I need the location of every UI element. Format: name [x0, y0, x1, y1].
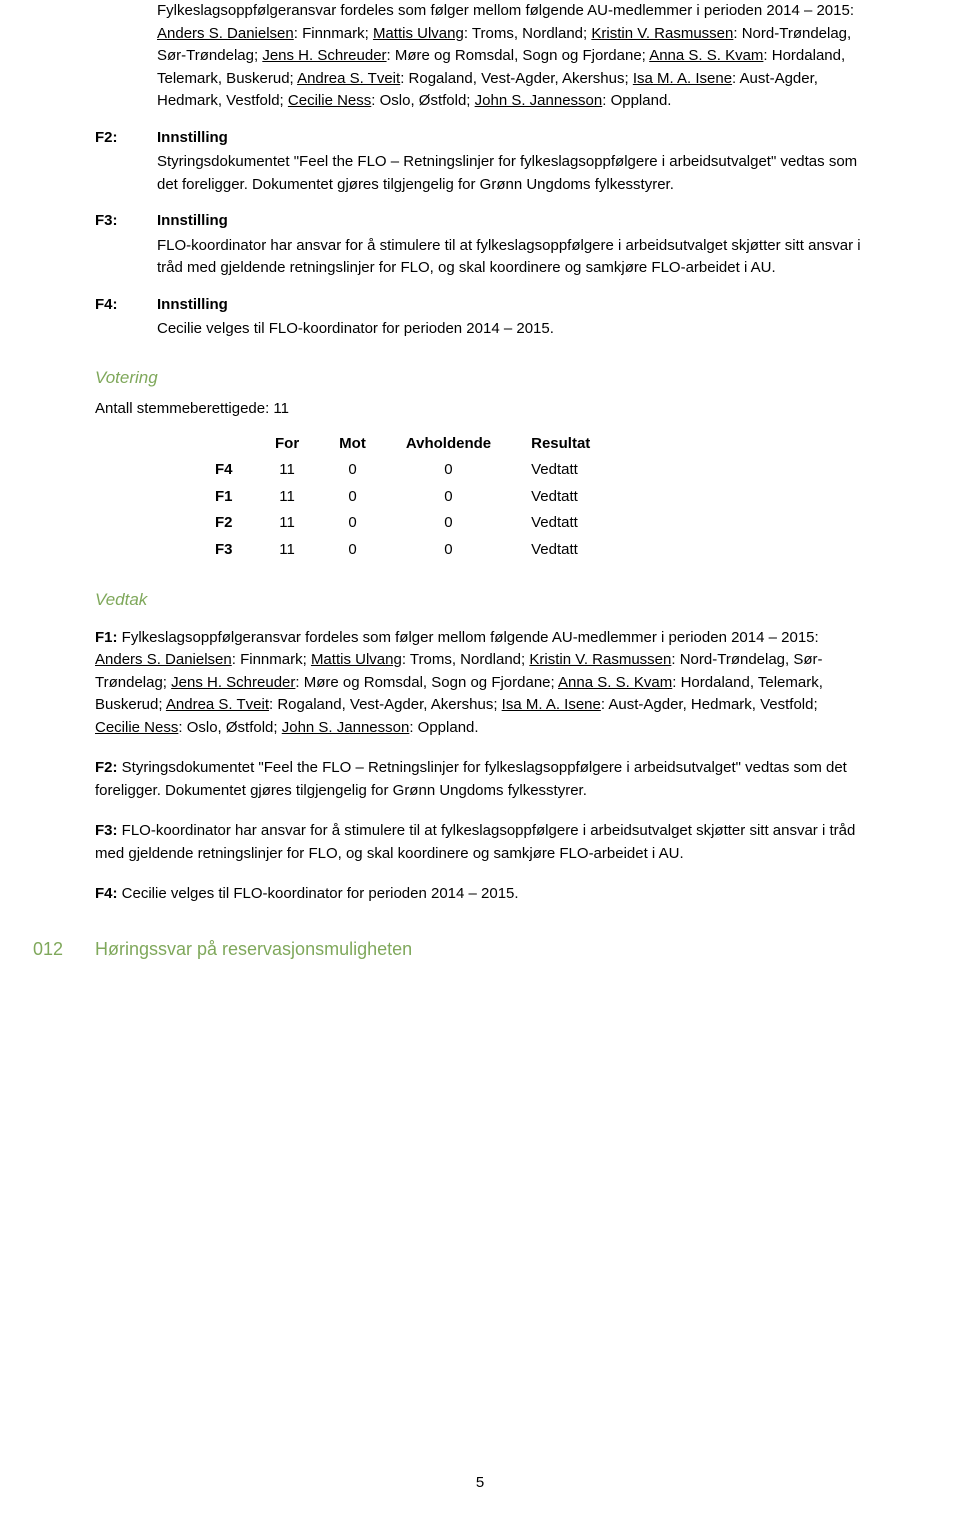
cell-for: 11	[255, 537, 319, 564]
person-area: : Oslo, Østfold;	[178, 719, 281, 736]
person-name: Cecilie Ness	[288, 92, 371, 109]
vedtak-f3: F3: FLO-koordinator har ansvar for å sti…	[95, 820, 865, 865]
f2-label: Innstilling	[157, 127, 228, 150]
person-name: Anders S. Danielsen	[157, 25, 294, 42]
f4-label: Innstilling	[157, 294, 228, 317]
f2-row: F2: Innstilling	[95, 127, 865, 150]
intro-paragraph: Fylkeslagsoppfølgeransvar fordeles som f…	[157, 0, 865, 113]
case-number: 012	[33, 936, 95, 963]
f2-text: Styringsdokumentet "Feel the FLO – Retni…	[157, 151, 865, 196]
vedtak-f2: F2: Styringsdokumentet "Feel the FLO – R…	[95, 757, 865, 802]
person-name: Isa M. A. Isene	[502, 696, 601, 713]
col-res: Resultat	[511, 431, 610, 458]
f3-key: F3:	[95, 210, 157, 233]
cell-mot: 0	[319, 484, 386, 511]
vedtak-f3-prefix: F3:	[95, 822, 122, 839]
f4-key: F4:	[95, 294, 157, 317]
person-area: : Troms, Nordland;	[402, 651, 530, 668]
f2-key: F2:	[95, 127, 157, 150]
case-row: 012 Høringssvar på reservasjonsmulighete…	[95, 936, 865, 963]
person-area: : Oslo, Østfold;	[371, 92, 474, 109]
row-label: F1	[215, 484, 255, 511]
person-area: : Møre og Romsdal, Sogn og Fjordane;	[387, 47, 650, 64]
cell-for: 11	[255, 510, 319, 537]
vedtak-f4-text: Cecilie velges til FLO-koordinator for p…	[122, 885, 519, 902]
person-name: Kristin V. Rasmussen	[529, 651, 671, 668]
person-name: Mattis Ulvang	[373, 25, 464, 42]
person-area: : Oppland.	[602, 92, 671, 109]
person-area: : Finnmark;	[232, 651, 311, 668]
table-row: F11100Vedtatt	[215, 484, 610, 511]
row-label: F2	[215, 510, 255, 537]
f3-row: F3: Innstilling	[95, 210, 865, 233]
intro-text: Fylkeslagsoppfølgeransvar fordeles som f…	[157, 2, 854, 19]
vedtak-heading: Vedtak	[95, 587, 865, 613]
vedtak-f1-pre: Fylkeslagsoppfølgeransvar fordeles som f…	[122, 629, 819, 646]
vote-table: For Mot Avholdende Resultat F41100Vedtat…	[215, 431, 610, 564]
vedtak-f3-text: FLO-koordinator har ansvar for å stimule…	[95, 822, 855, 862]
f4-text: Cecilie velges til FLO-koordinator for p…	[157, 318, 865, 341]
person-name: Jens H. Schreuder	[171, 674, 295, 691]
person-name: Andrea S. Tveit	[166, 696, 269, 713]
person-name: Jens H. Schreuder	[262, 47, 386, 64]
person-name: John S. Jannesson	[282, 719, 410, 736]
person-area: : Oppland.	[409, 719, 478, 736]
cell-result: Vedtatt	[511, 537, 610, 564]
cell-result: Vedtatt	[511, 484, 610, 511]
col-mot: Mot	[319, 431, 386, 458]
person-area: : Møre og Romsdal, Sogn og Fjordane;	[295, 674, 558, 691]
table-row: F21100Vedtatt	[215, 510, 610, 537]
cell-avh: 0	[386, 484, 511, 511]
cell-avh: 0	[386, 457, 511, 484]
f3-text: FLO-koordinator har ansvar for å stimule…	[157, 235, 865, 280]
person-name: Isa M. A. Isene	[633, 70, 732, 87]
cell-for: 11	[255, 484, 319, 511]
person-area: : Rogaland, Vest-Agder, Akershus;	[269, 696, 502, 713]
person-name: Mattis Ulvang	[311, 651, 402, 668]
person-name: Andrea S. Tveit	[297, 70, 400, 87]
cell-avh: 0	[386, 510, 511, 537]
cell-mot: 0	[319, 510, 386, 537]
cell-mot: 0	[319, 457, 386, 484]
row-label: F3	[215, 537, 255, 564]
person-area: : Troms, Nordland;	[464, 25, 592, 42]
vedtak-f4: F4: Cecilie velges til FLO-koordinator f…	[95, 883, 865, 906]
person-area: : Rogaland, Vest-Agder, Akershus;	[400, 70, 633, 87]
page-number: 5	[0, 1472, 960, 1495]
cell-result: Vedtatt	[511, 457, 610, 484]
cell-mot: 0	[319, 537, 386, 564]
person-name: John S. Jannesson	[475, 92, 603, 109]
vedtak-f1: F1: Fylkeslagsoppfølgeransvar fordeles s…	[95, 627, 865, 740]
vedtak-f2-prefix: F2:	[95, 759, 122, 776]
row-label: F4	[215, 457, 255, 484]
cell-avh: 0	[386, 537, 511, 564]
person-name: Anna S. S. Kvam	[558, 674, 672, 691]
f3-label: Innstilling	[157, 210, 228, 233]
votering-heading: Votering	[95, 365, 865, 391]
person-name: Anna S. S. Kvam	[649, 47, 763, 64]
vote-count: Antall stemmeberettigede: 11	[95, 398, 865, 421]
case-title: Høringssvar på reservasjonsmuligheten	[95, 936, 412, 963]
cell-result: Vedtatt	[511, 510, 610, 537]
col-for: For	[255, 431, 319, 458]
vedtak-f2-text: Styringsdokumentet "Feel the FLO – Retni…	[95, 759, 847, 799]
vedtak-f4-prefix: F4:	[95, 885, 122, 902]
person-name: Anders S. Danielsen	[95, 651, 232, 668]
person-area: : Finnmark;	[294, 25, 373, 42]
table-row: F31100Vedtatt	[215, 537, 610, 564]
cell-for: 11	[255, 457, 319, 484]
person-area: : Aust-Agder, Hedmark, Vestfold;	[601, 696, 818, 713]
vedtak-f1-prefix: F1:	[95, 629, 122, 646]
f4-row: F4: Innstilling	[95, 294, 865, 317]
col-avh: Avholdende	[386, 431, 511, 458]
person-name: Kristin V. Rasmussen	[591, 25, 733, 42]
person-name: Cecilie Ness	[95, 719, 178, 736]
table-row: F41100Vedtatt	[215, 457, 610, 484]
table-header-row: For Mot Avholdende Resultat	[215, 431, 610, 458]
